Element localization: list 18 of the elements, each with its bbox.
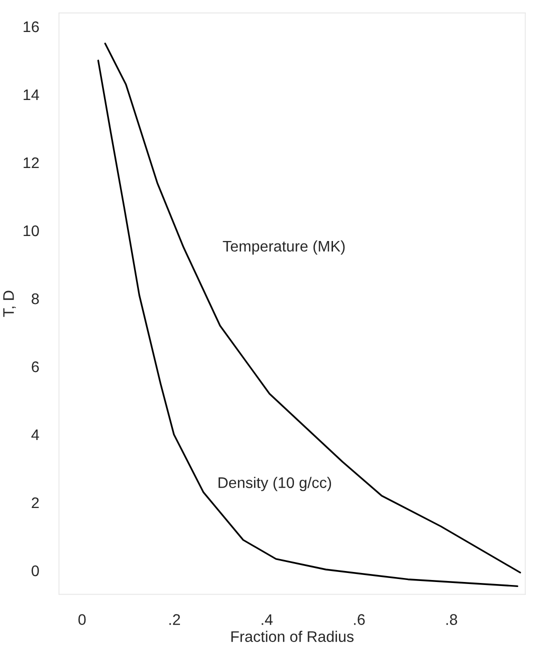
y-tick-label: 8 — [32, 293, 39, 304]
y-tick-label: 12 — [24, 157, 39, 168]
y-tick-label: 6 — [32, 361, 39, 372]
y-tick-label: 14 — [24, 90, 40, 100]
text: Temperature (MK) — [222, 240, 345, 255]
series-label: Density (10 g/cc) — [218, 476, 332, 492]
x-axis-title: Fraction of Radius — [231, 630, 354, 642]
y-axis-title: T, D — [3, 290, 16, 317]
x-tick-label: .6 — [354, 614, 365, 625]
y-tick-label: 10 — [24, 225, 39, 236]
y-tick-label: 2 — [32, 497, 39, 508]
y-tick-label: 4 — [31, 430, 40, 440]
y-tick-label: 0 — [32, 565, 39, 576]
x-tick-label: .2 — [169, 614, 180, 625]
x-tick-label: .8 — [446, 614, 458, 625]
y-tick-label: 16 — [24, 21, 39, 32]
x-tick-label: .4 — [262, 614, 273, 625]
x-tick-label: 0 — [78, 614, 86, 625]
